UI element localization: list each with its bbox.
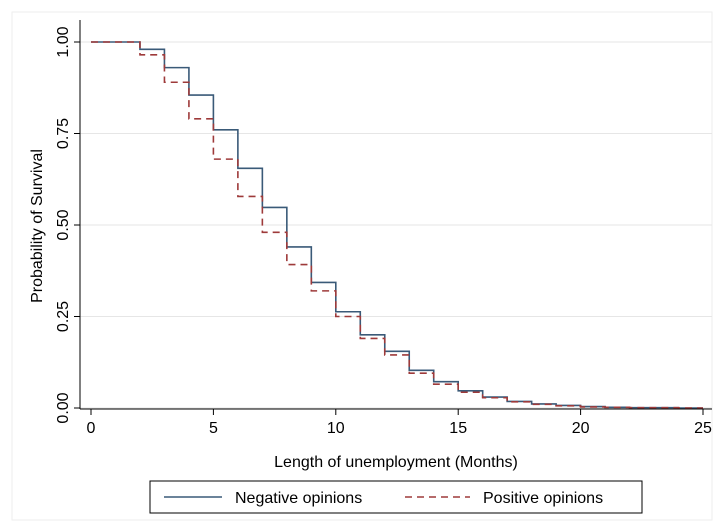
legend-label-positive: Positive opinions [483,490,603,507]
legend-box [149,480,643,514]
x-tick-label-4: 20 [572,420,590,437]
series-line-positive [91,41,703,409]
y-ticks: 0.00 0.25 0.50 0.75 1.00 [55,26,80,424]
y-tick-label-0: 0.00 [55,392,72,423]
x-tick-label-0: 0 [87,420,96,437]
y-axis-label: Probability of Survival [29,149,46,303]
x-tick-label-3: 15 [449,420,467,437]
x-ticks: 0 5 10 15 20 25 [87,409,712,437]
outer-frame [11,11,713,521]
y-tick-label-1: 0.25 [55,301,72,332]
y-tick-label-2: 0.50 [55,209,72,240]
x-tick-label-1: 5 [209,420,218,437]
axes [79,20,712,410]
legend: Negative opinions Positive opinions [149,480,643,514]
x-axis-label: Length of unemployment (Months) [274,454,518,471]
y-tick-label-4: 1.00 [55,26,72,57]
x-tick-label-5: 25 [694,420,712,437]
y-tick-label-3: 0.75 [55,118,72,149]
series-lines [91,41,703,409]
x-tick-label-2: 10 [327,420,345,437]
legend-label-negative: Negative opinions [235,490,362,507]
